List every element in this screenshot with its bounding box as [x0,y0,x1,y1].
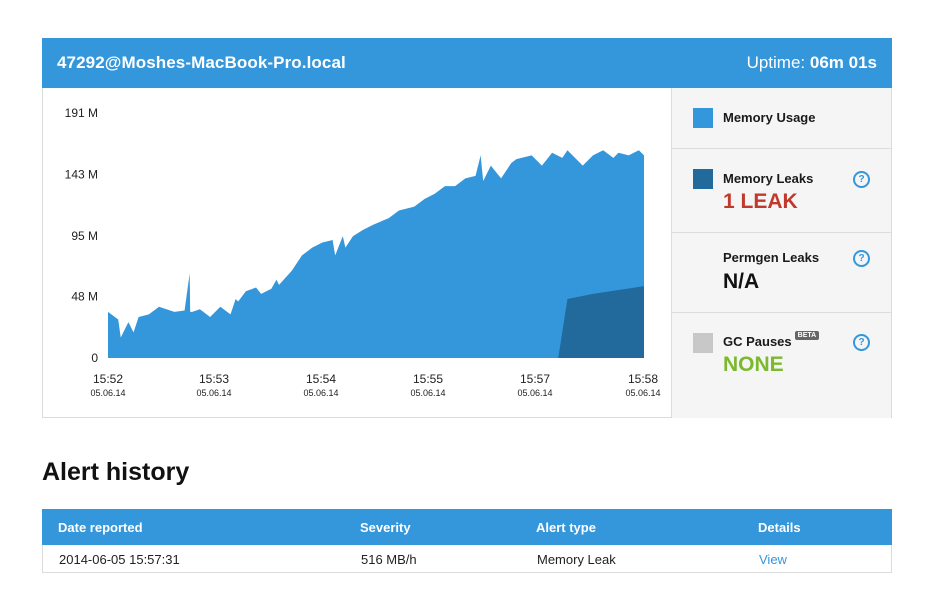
host-title: 47292@Moshes-MacBook-Pro.local [57,53,346,72]
y-tick-label: 48 M [71,289,98,303]
x-tick-date: 05.06.14 [90,388,125,398]
x-tick-date: 05.06.14 [625,388,660,398]
y-tick-label: 143 M [65,168,98,182]
legend-gc-pauses[interactable]: GC Pauses BETA NONE ? [672,313,891,418]
permgen-leaks-label: Permgen Leaks [723,250,820,265]
uptime-label: Uptime: [746,53,806,72]
memory-leaks-area [558,286,644,358]
table-row: 2014-06-05 15:57:31 516 MB/h Memory Leak… [42,545,892,573]
cell-severity: 516 MB/h [361,552,417,567]
x-tick-date: 05.06.14 [196,388,231,398]
gc-pauses-value: NONE [723,353,784,376]
memory-chart: 191 M 143 M 95 M 48 M 0 15:52 05.06.14 15:53 05.… [43,88,671,418]
x-tick-time: 15:55 [413,372,443,386]
beta-badge: BETA [794,331,820,340]
alert-history-table: Date reported Severity Alert type Detail… [42,509,892,573]
x-tick-date: 05.06.14 [303,388,338,398]
help-icon[interactable]: ? [853,334,870,351]
uptime-value: 06m 01s [809,53,877,72]
cell-date: 2014-06-05 15:57:31 [59,552,180,567]
y-tick-label: 0 [91,351,98,365]
memory-usage-area [108,150,644,358]
memory-usage-swatch [693,108,713,128]
alert-history-title: Alert history [42,458,190,486]
view-details-link[interactable]: View [759,552,787,567]
gc-pauses-swatch [693,333,713,353]
memory-panel: 47292@Moshes-MacBook-Pro.local Uptime: 0… [42,38,892,418]
x-tick-time: 15:57 [520,372,550,386]
column-header-alert-type: Alert type [536,520,596,535]
cell-alert-type: Memory Leak [537,552,616,567]
y-tick-label: 191 M [65,106,98,120]
uptime: Uptime: 06m 01s [747,53,877,73]
memory-leaks-value: 1 LEAK [723,190,798,213]
legend-memory-leaks[interactable]: Memory Leaks 1 LEAK ? [672,149,891,233]
legend-permgen-leaks: Permgen Leaks N/A ? [672,233,891,313]
column-header-details: Details [758,520,801,535]
x-tick-date: 05.06.14 [410,388,445,398]
x-tick-time: 15:58 [628,372,658,386]
help-icon[interactable]: ? [853,171,870,188]
gc-pauses-label-text: GC Pauses [723,334,792,349]
column-header-date: Date reported [58,520,143,535]
memory-leaks-swatch [693,169,713,189]
legend-sidebar: Memory Usage Memory Leaks 1 LEAK ? Permg… [671,88,891,418]
permgen-leaks-value: N/A [723,270,760,293]
legend-memory-usage[interactable]: Memory Usage [672,88,891,149]
help-icon[interactable]: ? [853,250,870,267]
table-header: Date reported Severity Alert type Detail… [42,509,892,545]
memory-usage-label: Memory Usage [723,110,816,125]
panel-header: 47292@Moshes-MacBook-Pro.local Uptime: 0… [42,38,892,88]
x-tick-time: 15:54 [306,372,336,386]
memory-chart-svg: 191 M 143 M 95 M 48 M 0 15:52 05.06.14 15:53 05.… [65,106,661,398]
column-header-severity: Severity [360,520,411,535]
x-tick-date: 05.06.14 [517,388,552,398]
x-tick-time: 15:52 [93,372,123,386]
x-tick-time: 15:53 [199,372,229,386]
gc-pauses-label: GC Pauses BETA [723,331,820,349]
memory-leaks-label: Memory Leaks [723,171,814,186]
y-tick-label: 95 M [71,229,98,243]
